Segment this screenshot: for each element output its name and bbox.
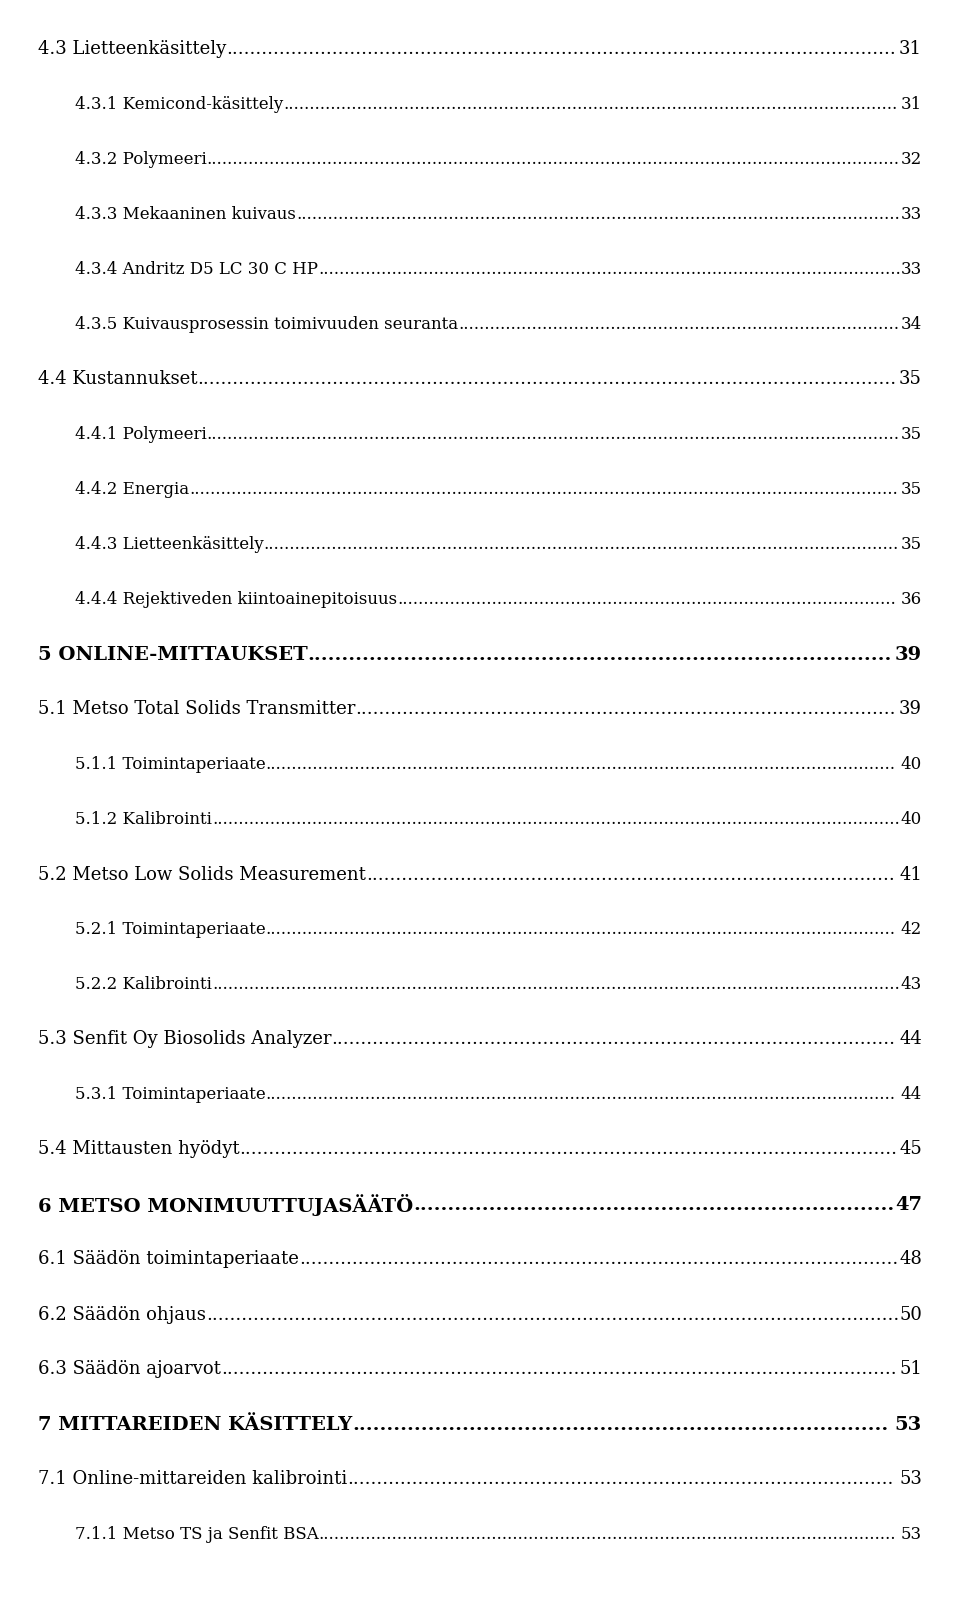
Text: ................................................................................: ........................................… (331, 1030, 896, 1049)
Text: ................................................................................: ........................................… (458, 317, 900, 333)
Text: 4.4.2 Energia: 4.4.2 Energia (75, 481, 189, 497)
Text: 53: 53 (900, 1471, 922, 1489)
Text: 39: 39 (899, 700, 922, 718)
Text: 51: 51 (900, 1361, 922, 1378)
Text: 44: 44 (900, 1086, 922, 1103)
Text: 35: 35 (900, 481, 922, 497)
Text: 5.3 Senfit Oy Biosolids Analyzer: 5.3 Senfit Oy Biosolids Analyzer (38, 1030, 331, 1049)
Text: 43: 43 (900, 975, 922, 993)
Text: ................................................................................: ........................................… (299, 1250, 899, 1268)
Text: 34: 34 (900, 317, 922, 333)
Text: ................................................................................: ........................................… (266, 1086, 896, 1103)
Text: 5.2.1 Toimintaperiaate: 5.2.1 Toimintaperiaate (75, 921, 266, 939)
Text: 6 METSO MONIMUUTTUJASÄÄTÖ: 6 METSO MONIMUUTTUJASÄÄTÖ (38, 1193, 413, 1215)
Text: ......................................................................: ........................................… (413, 1196, 895, 1214)
Text: ..............................................................................: ........................................… (352, 1415, 889, 1433)
Text: ................................................................................: ........................................… (212, 811, 900, 828)
Text: 6.1 Säädön toimintaperiaate: 6.1 Säädön toimintaperiaate (38, 1250, 299, 1268)
Text: 31: 31 (899, 40, 922, 59)
Text: 32: 32 (900, 150, 922, 168)
Text: 5.2 Metso Low Solids Measurement: 5.2 Metso Low Solids Measurement (38, 865, 366, 884)
Text: 5.1 Metso Total Solids Transmitter: 5.1 Metso Total Solids Transmitter (38, 700, 355, 718)
Text: ................................................................................: ........................................… (227, 40, 896, 59)
Text: ................................................................................: ........................................… (308, 646, 892, 664)
Text: 35: 35 (900, 536, 922, 553)
Text: 4.3 Lietteenkäsittely: 4.3 Lietteenkäsittely (38, 40, 227, 59)
Text: 5.1.2 Kalibrointi: 5.1.2 Kalibrointi (75, 811, 212, 828)
Text: 31: 31 (900, 96, 922, 114)
Text: ................................................................................: ........................................… (355, 700, 896, 718)
Text: 40: 40 (900, 811, 922, 828)
Text: ................................................................................: ........................................… (397, 592, 896, 608)
Text: ................................................................................: ........................................… (221, 1361, 897, 1378)
Text: ................................................................................: ........................................… (264, 536, 899, 553)
Text: 4.3.3 Mekaaninen kuivaus: 4.3.3 Mekaaninen kuivaus (75, 206, 296, 222)
Text: 5.3.1 Toimintaperiaate: 5.3.1 Toimintaperiaate (75, 1086, 266, 1103)
Text: 5.4 Mittausten hyödyt: 5.4 Mittausten hyödyt (38, 1140, 240, 1159)
Text: 42: 42 (900, 921, 922, 939)
Text: ................................................................................: ........................................… (212, 975, 900, 993)
Text: 7.1 Online-mittareiden kalibrointi: 7.1 Online-mittareiden kalibrointi (38, 1471, 348, 1489)
Text: 41: 41 (900, 865, 922, 884)
Text: 47: 47 (895, 1196, 922, 1214)
Text: ................................................................................: ........................................… (348, 1471, 894, 1489)
Text: 35: 35 (900, 425, 922, 443)
Text: 33: 33 (900, 206, 922, 222)
Text: 53: 53 (900, 1525, 922, 1543)
Text: 4.3.1 Kemicond-käsittely: 4.3.1 Kemicond-käsittely (75, 96, 283, 114)
Text: 4.4.1 Polymeeri: 4.4.1 Polymeeri (75, 425, 206, 443)
Text: 4.3.5 Kuivausprosessin toimivuuden seuranta: 4.3.5 Kuivausprosessin toimivuuden seura… (75, 317, 458, 333)
Text: 44: 44 (900, 1030, 922, 1049)
Text: 36: 36 (900, 592, 922, 608)
Text: 35: 35 (900, 371, 922, 389)
Text: 53: 53 (895, 1415, 922, 1433)
Text: 39: 39 (895, 646, 922, 664)
Text: ................................................................................: ........................................… (198, 371, 897, 389)
Text: 4.3.2 Polymeeri: 4.3.2 Polymeeri (75, 150, 206, 168)
Text: ................................................................................: ........................................… (266, 756, 896, 772)
Text: ................................................................................: ........................................… (240, 1140, 898, 1159)
Text: ................................................................................: ........................................… (296, 206, 900, 222)
Text: 40: 40 (900, 756, 922, 772)
Text: ................................................................................: ........................................… (319, 1525, 897, 1543)
Text: 7 MITTAREIDEN KÄSITTELY: 7 MITTAREIDEN KÄSITTELY (38, 1415, 352, 1433)
Text: 7.1.1 Metso TS ja Senfit BSA: 7.1.1 Metso TS ja Senfit BSA (75, 1525, 319, 1543)
Text: 4.4.3 Lietteenkäsittely: 4.4.3 Lietteenkäsittely (75, 536, 264, 553)
Text: ................................................................................: ........................................… (189, 481, 898, 497)
Text: ................................................................................: ........................................… (206, 425, 900, 443)
Text: ................................................................................: ........................................… (206, 150, 900, 168)
Text: 5 ONLINE-MITTAUKSET: 5 ONLINE-MITTAUKSET (38, 646, 308, 664)
Text: ................................................................................: ........................................… (366, 865, 895, 884)
Text: ................................................................................: ........................................… (318, 261, 900, 278)
Text: 48: 48 (900, 1250, 922, 1268)
Text: 4.3.4 Andritz D5 LC 30 C HP: 4.3.4 Andritz D5 LC 30 C HP (75, 261, 318, 278)
Text: 4.4.4 Rejektiveden kiintoainepitoisuus: 4.4.4 Rejektiveden kiintoainepitoisuus (75, 592, 397, 608)
Text: 5.2.2 Kalibrointi: 5.2.2 Kalibrointi (75, 975, 212, 993)
Text: ................................................................................: ........................................… (283, 96, 898, 114)
Text: 33: 33 (900, 261, 922, 278)
Text: 6.3 Säädön ajoarvot: 6.3 Säädön ajoarvot (38, 1361, 221, 1378)
Text: ................................................................................: ........................................… (266, 921, 896, 939)
Text: ................................................................................: ........................................… (205, 1305, 900, 1324)
Text: 45: 45 (900, 1140, 922, 1159)
Text: 50: 50 (900, 1305, 922, 1324)
Text: 4.4 Kustannukset: 4.4 Kustannukset (38, 371, 198, 389)
Text: 6.2 Säädön ohjaus: 6.2 Säädön ohjaus (38, 1305, 205, 1324)
Text: 5.1.1 Toimintaperiaate: 5.1.1 Toimintaperiaate (75, 756, 266, 772)
